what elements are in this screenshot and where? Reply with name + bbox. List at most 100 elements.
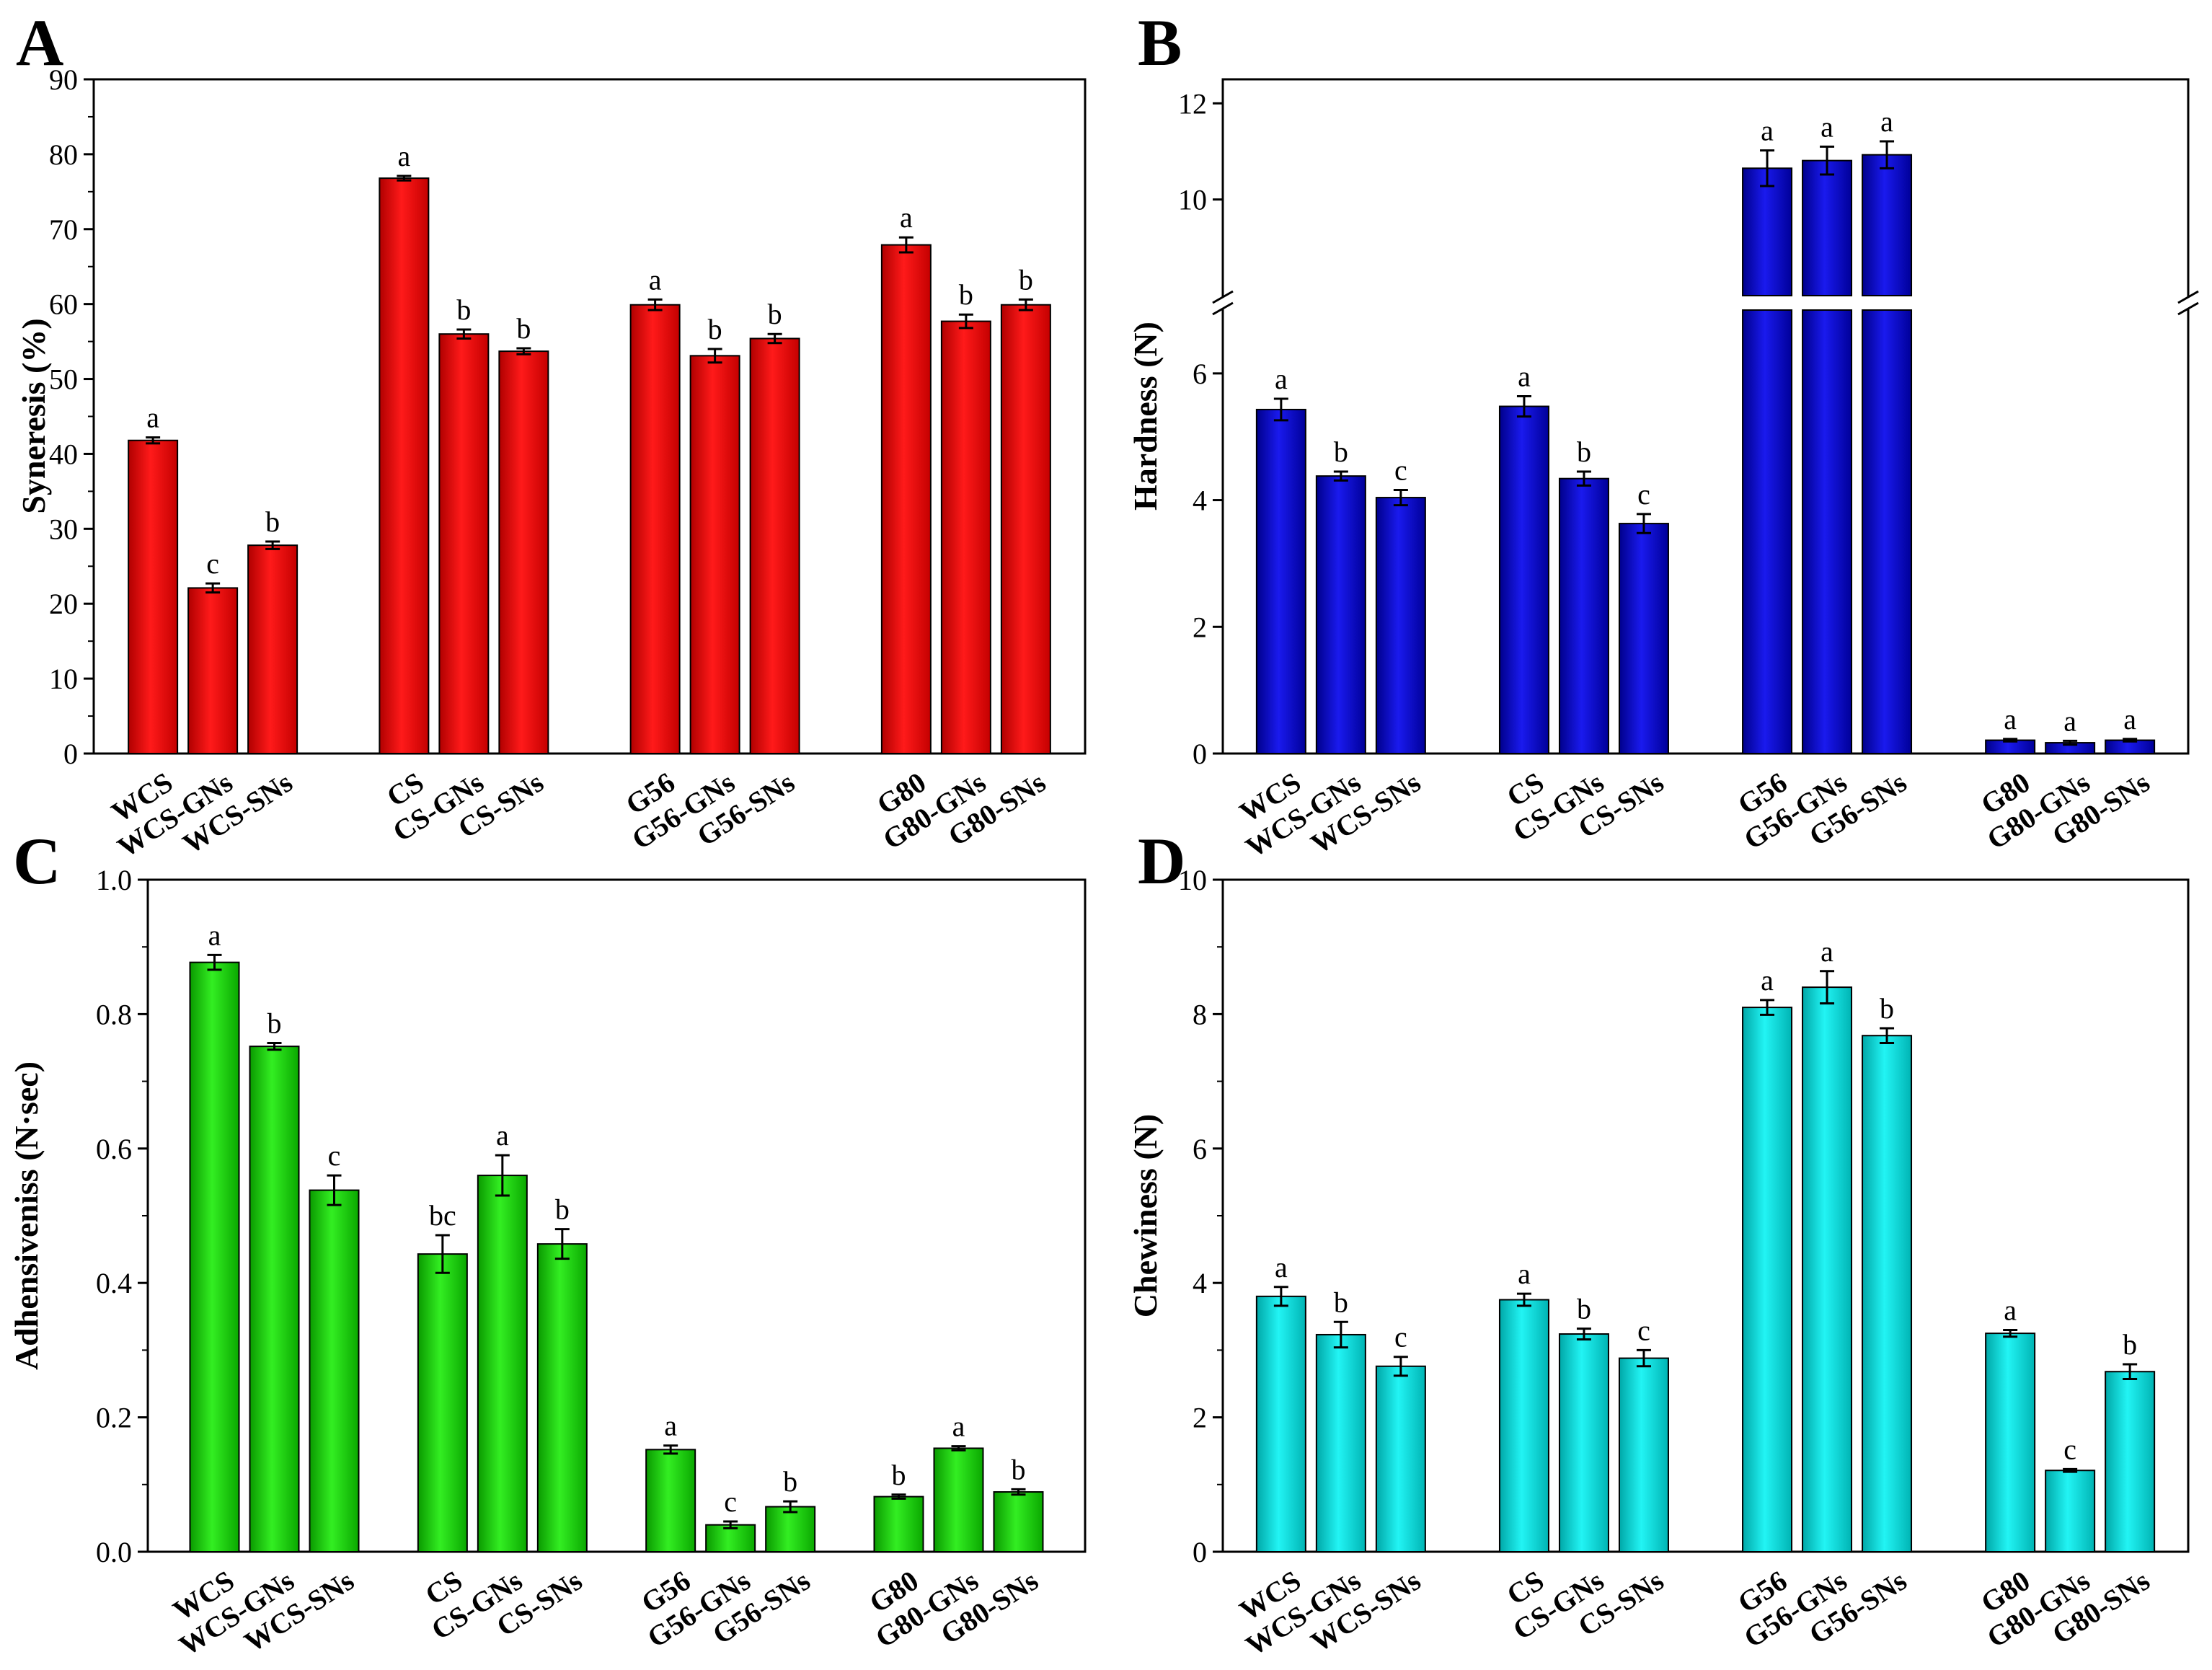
- panel-a-y-tick-label: 50: [49, 363, 78, 396]
- panel-b-sig-label-g80: a: [2004, 703, 2017, 735]
- panel-c-bar-g80-gns: [933, 1447, 984, 1553]
- panel-b-sig-label-cs: a: [1518, 360, 1531, 392]
- panel-b-y-axis-title: Hardness (N): [1127, 322, 1164, 511]
- panel-b-sig-label-g56-gns: a: [1821, 110, 1833, 143]
- panel-d-sig-label-g80-gns: c: [2063, 1433, 2076, 1465]
- panel-c-bar-wcs-sns: [309, 1189, 360, 1552]
- panel-c-sig-label-cs-sns: b: [555, 1193, 570, 1226]
- panel-a-bar-wcs-sns: [247, 544, 298, 754]
- panel-c-bar-cs: [417, 1253, 468, 1553]
- panel-a-y-axis-title: Syneresis (%): [15, 318, 52, 513]
- panel-a-y-tick-label: 60: [49, 288, 78, 321]
- panel-c-y-axis-title: Adhensiveniss (N·sec): [8, 1061, 45, 1370]
- panel-d-sig-label-g56-gns: a: [1821, 935, 1833, 968]
- panel-a-bar-wcs: [128, 439, 179, 754]
- panel-b-sig-label-g56: a: [1761, 115, 1774, 147]
- panel-a-bar-g80-sns: [1000, 304, 1051, 754]
- panel-d-sig-label-cs-gns: b: [1577, 1293, 1591, 1325]
- panel-c-y-tick-label: 1.0: [96, 864, 132, 896]
- panel-c-adhesiveness-chart: Adhensiveniss (N·sec) 0.0 0.2 0.4 0.6 0.8 1.0…: [8, 864, 1087, 1662]
- panel-a-sig-label-wcs: a: [146, 402, 159, 434]
- panel-b-y-tick-label: 10: [1178, 184, 1207, 216]
- panel-a-sig-label-cs-gns: b: [456, 293, 471, 326]
- panel-c-bar-g80: [873, 1496, 924, 1552]
- panel-d-sig-label-wcs-sns: c: [1394, 1321, 1407, 1353]
- panel-b-sig-label-wcs-gns: b: [1334, 436, 1348, 468]
- panel-d-y-tick-label: 6: [1193, 1133, 1207, 1165]
- panel-b-axis-break-mark: [1212, 301, 1234, 316]
- panel-d-sig-label-g80: a: [2004, 1294, 2017, 1326]
- panel-d-bar-cs-sns: [1618, 1357, 1669, 1552]
- panel-a-sig-label-g56-gns: b: [708, 313, 722, 345]
- panel-a-y-tick-label: 80: [49, 138, 78, 171]
- panel-d-bar-cs: [1498, 1299, 1549, 1552]
- panel-letter-b: B: [1138, 6, 1182, 79]
- panel-d-y-tick-label: 10: [1178, 864, 1207, 896]
- panel-d-y-tick-label: 0: [1193, 1536, 1207, 1568]
- panel-b-bar-g56-sns-lower: [1862, 309, 1913, 754]
- panel-a-y-tick-label: 20: [49, 588, 78, 620]
- panel-a-sig-label-g80-sns: b: [1019, 263, 1033, 296]
- panel-a-y-tick-label: 40: [49, 438, 78, 470]
- panel-c-y-tick-label: 0.8: [96, 998, 132, 1030]
- panel-a-sig-label-g80: a: [900, 201, 913, 234]
- panel-c-sig-label-g56-sns: b: [783, 1465, 797, 1498]
- panel-b-sig-label-cs-gns: b: [1577, 436, 1591, 468]
- panel-d-bar-wcs-sns: [1375, 1365, 1426, 1552]
- panel-d-bar-g80: [1985, 1333, 2036, 1552]
- panel-d-sig-label-wcs-gns: b: [1334, 1286, 1348, 1318]
- panel-c-bar-wcs: [189, 961, 240, 1552]
- panel-a-sig-label-wcs-gns: c: [206, 547, 219, 580]
- panel-a-syneresis-chart: Syneresis (%) 0102030405060708090aWCScWC…: [15, 63, 1087, 864]
- panel-d-chewiness-chart: Chewiness (N) 0246810aWCSbWCS-GNscWCS-SN…: [1127, 864, 2190, 1662]
- panel-d-sig-label-g56: a: [1761, 964, 1774, 997]
- panel-c-sig-label-g80: b: [892, 1459, 906, 1491]
- panel-c-y-tick-label: 0.4: [96, 1267, 132, 1299]
- panel-a-sig-label-g56-sns: b: [768, 298, 782, 330]
- panel-c-sig-label-g56: a: [664, 1410, 677, 1442]
- panel-b-bar-cs-sns: [1618, 523, 1669, 754]
- panel-d-y-tick-label: 4: [1193, 1267, 1207, 1299]
- panel-d-bar-wcs-gns: [1315, 1333, 1366, 1552]
- panel-d-bar-g80-sns: [2105, 1371, 2156, 1552]
- panel-a-sig-label-wcs-sns: b: [265, 505, 280, 538]
- panel-c-sig-label-cs-gns: a: [496, 1119, 509, 1152]
- panel-b-sig-label-cs-sns: c: [1637, 478, 1650, 511]
- panel-b-sig-label-wcs-sns: c: [1394, 454, 1407, 487]
- panel-a-y-tick-label: 10: [49, 663, 78, 695]
- panel-b-sig-label-g80-gns: a: [2063, 704, 2076, 737]
- panel-b-bar-g56-gns-lower: [1802, 309, 1853, 754]
- panel-c-bar-g80-sns: [993, 1491, 1044, 1552]
- panel-b-sig-label-g56-sns: a: [1880, 105, 1893, 138]
- panel-a-bar-g56: [629, 304, 681, 754]
- panel-a-bar-cs: [379, 177, 430, 754]
- panel-d-bar-g80-gns: [2045, 1470, 2096, 1553]
- panel-d-plot-frame: [1221, 878, 2190, 1553]
- panel-c-bar-wcs-gns: [249, 1046, 300, 1552]
- panel-c-y-tick-label: 0.0: [96, 1536, 132, 1568]
- panel-b-bar-wcs: [1255, 408, 1306, 755]
- panel-a-bar-g80: [880, 244, 932, 755]
- panel-a-bar-cs-sns: [498, 350, 549, 755]
- panel-d-sig-label-g80-sns: b: [2123, 1328, 2137, 1361]
- panel-a-y-tick-label: 0: [63, 738, 78, 770]
- panel-a-bar-g56-sns: [749, 337, 800, 754]
- panel-d-y-tick-label: 8: [1193, 998, 1207, 1030]
- panel-d-bar-g56: [1742, 1007, 1793, 1552]
- panel-b-hardness-chart: Hardness (N) 02461012aWCSbWCS-GNscWCS-SN…: [1127, 78, 2199, 864]
- panel-d-y-tick-label: 2: [1193, 1402, 1207, 1434]
- panel-d-bar-g56-sns: [1862, 1035, 1913, 1552]
- panel-c-sig-label-g80-gns: a: [952, 1410, 965, 1443]
- panel-a-y-tick-label: 90: [49, 63, 78, 96]
- panel-letter-c: C: [13, 824, 61, 898]
- panel-d-bar-wcs: [1255, 1295, 1306, 1552]
- panel-a-sig-label-g80-gns: b: [959, 278, 973, 311]
- panel-d-sig-label-cs-sns: c: [1637, 1314, 1650, 1346]
- panel-d-bar-g56-gns: [1802, 986, 1853, 1552]
- panel-b-bar-cs-gns: [1558, 477, 1609, 754]
- panel-a-bar-g80-gns: [940, 320, 991, 754]
- panel-c-bar-cs-gns: [477, 1175, 528, 1552]
- panel-d-sig-label-g56-sns: b: [1880, 992, 1894, 1025]
- panel-b-bar-g56-gns: [1802, 159, 1853, 296]
